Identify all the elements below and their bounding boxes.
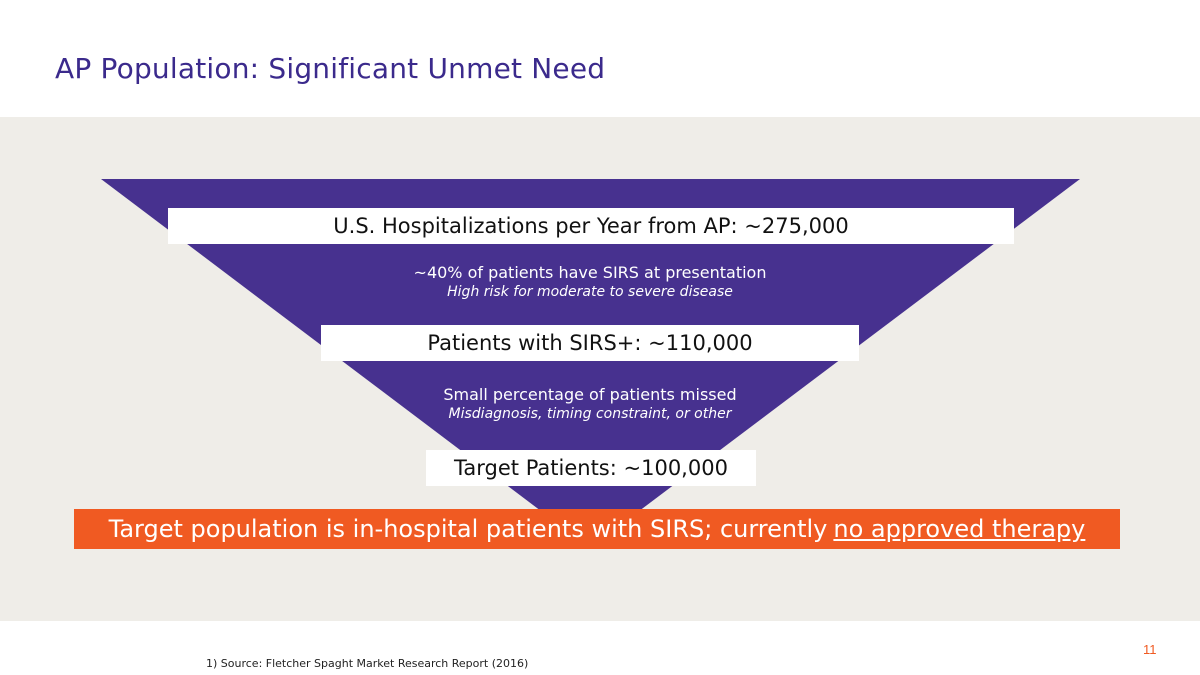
funnel-level-3: Target Patients: ~100,000 bbox=[426, 450, 756, 486]
banner-emphasis: no approved therapy bbox=[833, 515, 1086, 543]
banner-text: Target population is in-hospital patient… bbox=[108, 515, 828, 543]
funnel-triangle bbox=[101, 179, 1080, 548]
source-footnote: 1) Source: Fletcher Spaght Market Resear… bbox=[206, 657, 529, 670]
funnel-note-1-main: ~40% of patients have SIRS at presentati… bbox=[413, 263, 767, 282]
funnel-note-2-sub: Misdiagnosis, timing constraint, or othe… bbox=[448, 406, 732, 422]
slide-title: AP Population: Significant Unmet Need bbox=[55, 52, 606, 85]
funnel-level-1: U.S. Hospitalizations per Year from AP: … bbox=[168, 208, 1014, 244]
funnel-level-2: Patients with SIRS+: ~110,000 bbox=[321, 325, 859, 361]
funnel-note-1: ~40% of patients have SIRS at presentati… bbox=[340, 263, 840, 300]
funnel-note-2-main: Small percentage of patients missed bbox=[443, 385, 737, 404]
funnel-note-1-sub: High risk for moderate to severe disease bbox=[447, 284, 733, 300]
target-population-banner: Target population is in-hospital patient… bbox=[74, 509, 1120, 549]
page-number: 11 bbox=[1143, 642, 1157, 657]
funnel-note-2: Small percentage of patients missed Misd… bbox=[390, 385, 790, 422]
